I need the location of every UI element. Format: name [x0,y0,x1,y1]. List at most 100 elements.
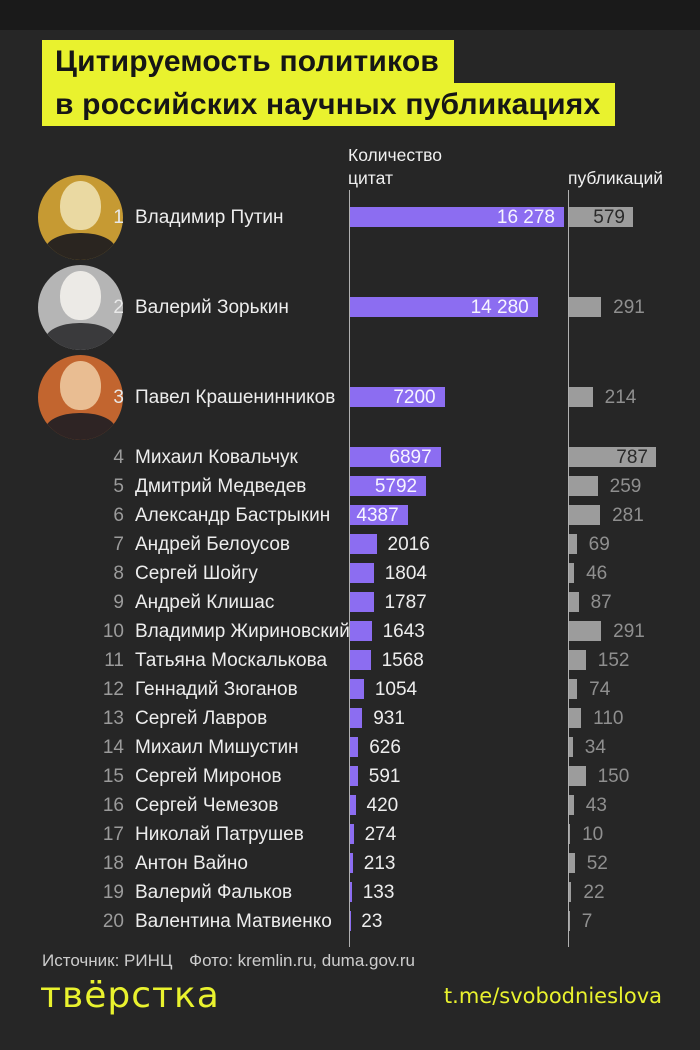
publications-value: 34 [584,736,606,758]
citations-bar [350,534,377,554]
publications-bar [569,679,578,699]
citations-bar [350,505,408,525]
citations-value: 6897 [389,446,432,468]
rank-label: 11 [104,649,124,671]
rank-label: 13 [102,707,124,729]
citations-column-header: Количество цитат [348,144,442,190]
politician-name: Валерий Фальков [135,881,293,903]
publications-bar [569,766,586,786]
citations-value: 1054 [374,678,418,700]
photo-face [60,270,101,321]
table-row: 20 Валентина Матвиенко 23 7 [0,907,700,936]
publications-value: 10 [582,823,604,845]
publications-bar [569,911,570,931]
table-row: 13 Сергей Лавров 931 110 [0,704,700,733]
politician-photo [38,175,123,260]
table-row: 9 Андрей Клишас 1787 87 [0,588,700,617]
telegram-link[interactable]: t.me/svobodnieslova [443,984,662,1008]
publications-value: 52 [586,852,608,874]
title-line-2: в российских научных публикациях [42,83,616,126]
table-row: 8 Сергей Шойгу 1804 46 [0,559,700,588]
publications-value: 291 [613,296,645,318]
citations-value: 1643 [382,620,425,642]
publications-bar [569,207,633,227]
table-row: 6 Александр Бастрыкин 4387 281 [0,501,700,530]
politician-name: Александр Бастрыкин [135,504,331,526]
publications-value: 787 [616,446,648,468]
citations-bar [350,207,564,227]
citations-bar [350,650,371,670]
photo-face [60,360,101,411]
rank-label: 7 [113,533,124,555]
citations-value: 16 278 [496,206,555,228]
politician-name: Сергей Миронов [135,765,282,787]
politician-name: Сергей Чемезов [135,794,279,816]
publications-bar [569,795,574,815]
photo-face [60,180,101,231]
rank-label: 20 [102,910,124,932]
citations-bar [350,882,352,902]
citations-bar [350,621,372,641]
citations-value: 1804 [384,562,427,584]
publications-value: 46 [586,562,608,584]
title-line-1: Цитируемость политиков [42,40,454,83]
politician-name: Дмитрий Медведев [135,475,307,497]
publications-value: 74 [589,678,611,700]
publications-value: 281 [612,504,644,526]
rank-label: 2 [113,296,124,318]
citations-bar [350,476,427,496]
politician-name: Татьяна Москалькова [135,649,328,671]
publications-value: 150 [597,765,630,787]
rank-label: 17 [102,823,124,845]
rank-label: 9 [113,591,124,613]
publications-bar [569,297,602,317]
publications-bar [569,447,656,467]
citations-bar [350,795,356,815]
citations-value: 133 [362,881,395,903]
photo-shoulders [44,232,117,260]
publications-bar [569,505,601,525]
citations-value: 420 [366,794,399,816]
table-row: 16 Сергей Чемезов 420 43 [0,791,700,820]
table-row: 11 Татьяна Москалькова 1568 152 [0,646,700,675]
citations-value: 2016 [387,533,430,555]
citations-bar [350,387,445,407]
publications-value: 152 [597,649,630,671]
politician-name: Николай Патрушев [135,823,304,845]
rank-label: 15 [102,765,124,787]
politician-photo [38,355,123,440]
publications-value: 291 [613,620,645,642]
citations-value: 591 [368,765,401,787]
table-row: 1 Владимир Путин 16 278 579 [0,175,700,260]
rank-label: 8 [113,562,124,584]
citations-bar [350,766,358,786]
table-row: 14 Михаил Мишустин 626 34 [0,733,700,762]
rank-label: 1 [113,206,124,228]
publications-value: 69 [588,533,610,555]
politician-name: Андрей Клишас [135,591,275,613]
photo-credit-label: Фото: kremlin.ru, duma.gov.ru [189,951,415,970]
table-row: 17 Николай Патрушев 274 10 [0,820,700,849]
rank-label: 16 [102,794,124,816]
rank-label: 10 [102,620,124,642]
citations-bar [350,708,363,728]
citations-value: 14 280 [470,296,529,318]
politician-photo [38,265,123,350]
politician-name: Владимир Путин [135,206,284,228]
citations-value: 1787 [384,591,427,613]
publications-axis-line [568,190,569,947]
politician-name: Валентина Матвиенко [135,910,332,932]
publications-value: 87 [590,591,612,613]
publications-value: 43 [585,794,607,816]
source-credit: Источник: РИНЦ Фото: kremlin.ru, duma.go… [42,951,415,971]
verstka-logo: твёрстка [40,975,220,1016]
top-strip [0,0,700,30]
rank-label: 19 [102,881,124,903]
politician-name: Андрей Белоусов [135,533,290,555]
citations-bar [350,853,353,873]
publications-bar [569,853,575,873]
citations-value: 7200 [393,386,436,408]
publications-value: 214 [604,386,637,408]
table-row: 3 Павел Крашенинников 7200 214 [0,355,700,440]
citations-value: 274 [364,823,397,845]
